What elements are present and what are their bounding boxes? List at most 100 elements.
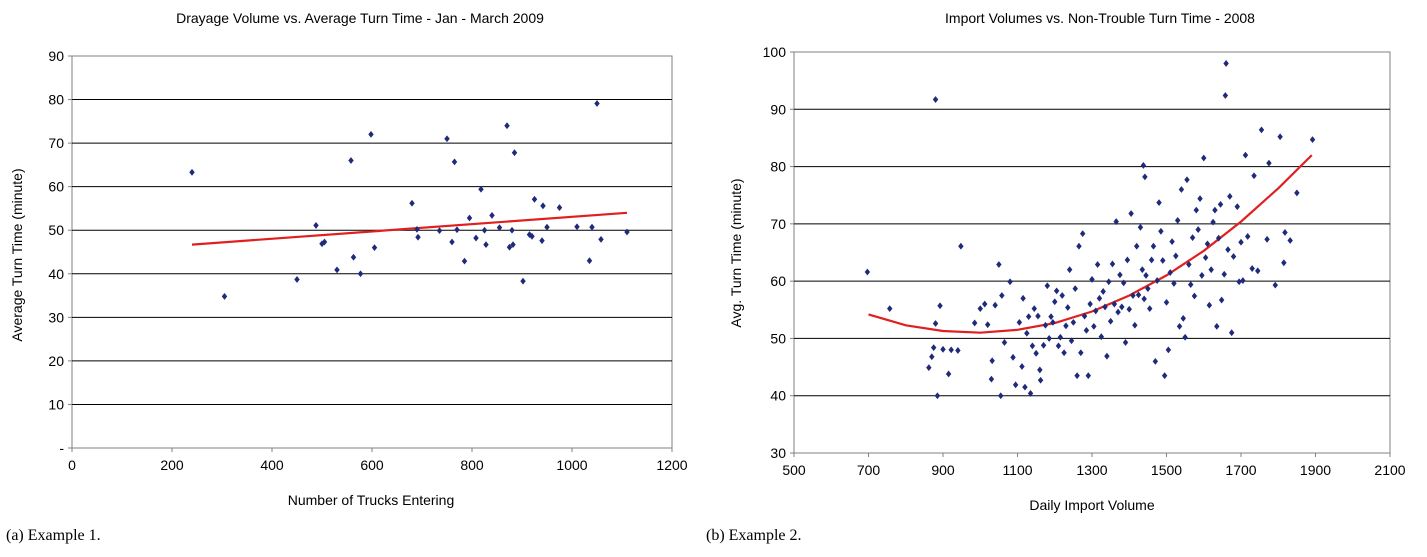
data-points — [864, 60, 1316, 400]
data-point — [958, 242, 964, 250]
data-point — [444, 135, 450, 143]
data-point — [294, 276, 300, 283]
data-point — [864, 268, 871, 276]
data-point — [1145, 285, 1151, 292]
data-point — [1024, 329, 1030, 337]
data-point — [977, 305, 983, 313]
trendline-path — [191, 211, 628, 246]
data-point — [221, 293, 228, 300]
data-point — [1212, 206, 1218, 214]
x-tick-label: 1300 — [1076, 462, 1107, 478]
data-point — [1197, 195, 1203, 203]
data-point — [1078, 349, 1084, 357]
data-point — [1037, 366, 1043, 374]
data-point — [1148, 256, 1155, 264]
data-points — [189, 100, 630, 300]
data-point — [1081, 312, 1088, 320]
y-tick-label: 70 — [770, 216, 786, 232]
trendline-path — [868, 154, 1313, 334]
data-point — [932, 320, 939, 327]
data-point — [334, 266, 340, 274]
data-point — [1104, 352, 1110, 360]
data-point — [1199, 272, 1205, 279]
y-tick-label: 30 — [48, 309, 64, 325]
plot-area — [71, 55, 673, 449]
data-point — [1109, 260, 1116, 268]
chart-title: Drayage Volume vs. Average Turn Time - J… — [176, 10, 544, 26]
x-tick-label: 400 — [260, 457, 284, 473]
data-point — [1031, 305, 1037, 313]
y-tick-label: 80 — [48, 92, 64, 108]
data-point — [1050, 318, 1056, 326]
data-point — [466, 214, 473, 222]
x-tick-label: 600 — [360, 457, 384, 473]
data-point — [1140, 162, 1147, 169]
data-point — [371, 244, 378, 252]
data-point — [1142, 173, 1148, 181]
data-point — [1052, 298, 1058, 306]
data-point — [1180, 314, 1186, 322]
data-point — [481, 226, 488, 234]
data-point — [1281, 259, 1287, 267]
data-point — [1206, 301, 1213, 309]
data-point — [624, 228, 630, 236]
data-point — [454, 226, 460, 234]
data-point — [348, 157, 354, 164]
data-point — [1059, 292, 1065, 299]
x-tick-label: 1900 — [1300, 462, 1331, 478]
data-point — [984, 321, 991, 329]
caption: (a) Example 1. — [6, 527, 101, 544]
data-point — [594, 100, 600, 107]
data-point — [1178, 186, 1185, 193]
data-point — [478, 185, 484, 193]
data-point — [1176, 322, 1183, 330]
y-tick-label: 80 — [770, 159, 786, 175]
data-point — [1137, 223, 1144, 231]
data-point — [1202, 254, 1209, 262]
y-axis-label: Avg. Turn Time (minute) — [728, 178, 744, 327]
data-point — [1048, 313, 1054, 321]
data-point — [1094, 261, 1101, 268]
data-point — [1076, 242, 1082, 250]
data-point — [409, 199, 415, 207]
data-point — [529, 232, 535, 240]
chart-title: Import Volumes vs. Non-Trouble Turn Time… — [945, 10, 1255, 26]
data-point — [1066, 266, 1073, 274]
data-point — [1240, 277, 1246, 284]
data-point — [1165, 346, 1172, 354]
data-point — [1173, 252, 1179, 260]
x-tick-label: 1700 — [1225, 462, 1256, 478]
data-point — [1044, 282, 1051, 290]
data-point — [1083, 327, 1090, 334]
data-point — [321, 238, 328, 246]
data-point — [1033, 349, 1039, 357]
data-point — [1126, 305, 1132, 313]
data-point — [449, 238, 455, 246]
data-point — [1072, 285, 1078, 292]
gridlines — [790, 51, 1391, 457]
data-point — [945, 370, 952, 378]
data-point — [520, 277, 526, 285]
data-point — [539, 237, 545, 245]
data-point — [1055, 342, 1062, 350]
data-point — [971, 319, 978, 327]
data-point — [506, 243, 513, 251]
y-tick-label: 40 — [770, 388, 786, 404]
data-point — [1107, 317, 1114, 325]
y-tick-label: 100 — [763, 44, 787, 60]
data-point — [1063, 322, 1069, 330]
data-point — [1133, 242, 1140, 250]
data-point — [1221, 270, 1227, 278]
x-tick-label: 700 — [857, 462, 881, 478]
data-point — [1037, 376, 1044, 384]
x-axis-label: Daily Import Volume — [1029, 497, 1154, 513]
data-point — [1217, 200, 1224, 208]
data-point — [1115, 308, 1121, 316]
y-tick-label: 50 — [48, 222, 64, 238]
data-point — [1035, 312, 1041, 320]
data-point — [1191, 292, 1198, 300]
data-point — [1266, 159, 1272, 167]
data-point — [540, 202, 546, 210]
data-point — [526, 231, 533, 238]
data-point — [988, 375, 995, 383]
